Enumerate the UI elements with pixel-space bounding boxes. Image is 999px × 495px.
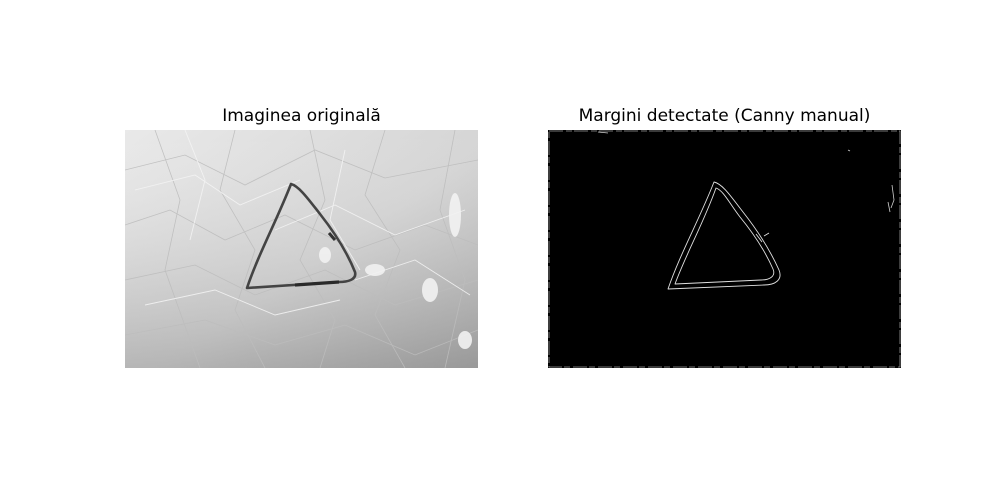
triangle-drawing (245, 182, 357, 290)
original-image-title: Imaginea originală (222, 106, 381, 126)
edges-image-title: Margini detectate (Canny manual) (578, 106, 871, 126)
triangle-edge-outer (667, 181, 781, 290)
original-image (125, 130, 478, 368)
edges-image (548, 130, 901, 368)
edges-image-panel (548, 130, 901, 368)
triangle-edge-inner (674, 187, 775, 285)
original-image-panel (125, 130, 478, 368)
